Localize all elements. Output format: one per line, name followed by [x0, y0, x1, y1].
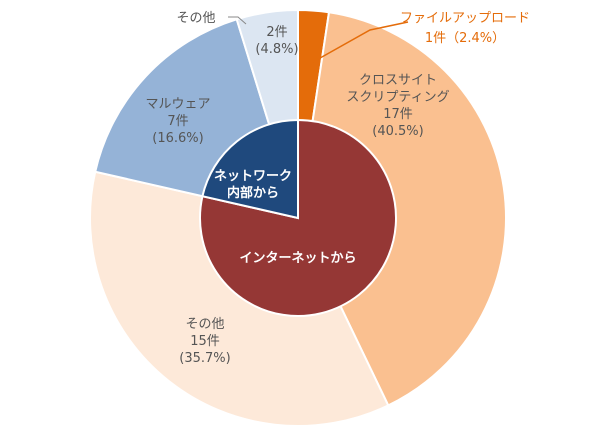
slice-from-internal-network [201, 118, 299, 220]
label-from-internet: インターネットから [239, 251, 356, 266]
leader-line-other-small [228, 16, 247, 25]
label-file-upload: ファイルアップロード 1件（2.4%） [400, 11, 530, 46]
leader-lines [228, 16, 409, 63]
label-other-small-name: その他 [176, 11, 215, 26]
label-malware: マルウェア 7件(16.6%) [145, 97, 210, 146]
labels: ファイルアップロード 1件（2.4%） クロスサイトスクリプティング 17件(40.5… [145, 11, 530, 366]
inner-pie [199, 118, 397, 317]
label-xss: クロスサイトスクリプティング 17件(40.5%) [346, 73, 449, 139]
leader-line-file-upload [312, 21, 409, 63]
label-other-small: 2件(4.8%) [255, 25, 298, 57]
label-from-internal-network: ネットワーク内部から [214, 169, 292, 201]
label-other-large: その他 15件(35.7%) [179, 317, 230, 366]
